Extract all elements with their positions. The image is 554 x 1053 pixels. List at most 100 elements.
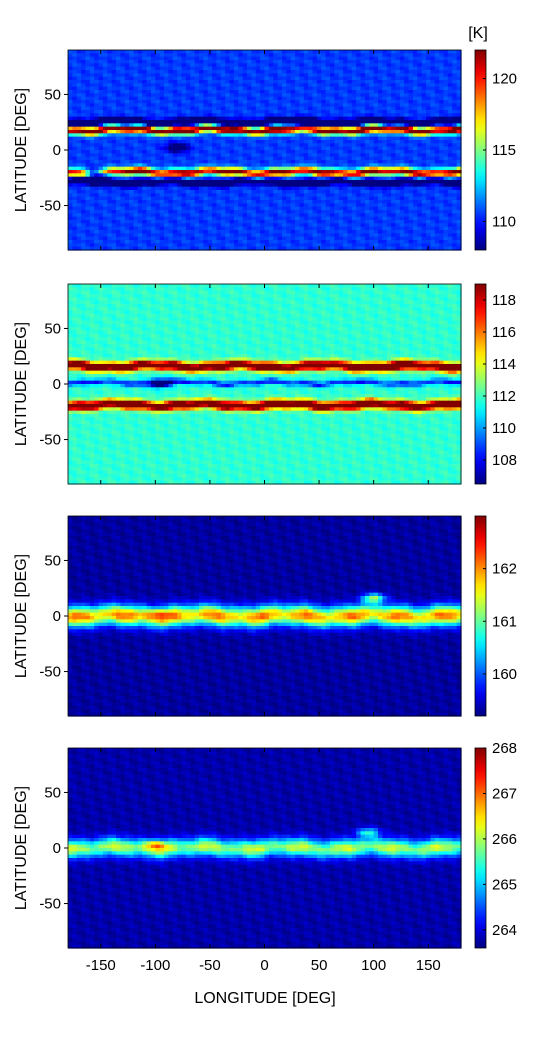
heatmap-cell: [360, 80, 366, 84]
heatmap-cell: [325, 120, 331, 124]
heatmap-cell: [277, 60, 283, 64]
heatmap-cell: [281, 53, 287, 58]
heatmap-cell: [124, 156, 130, 161]
heatmap-cell: [120, 80, 126, 84]
heatmap-cell: [364, 100, 370, 104]
heatmap-cell: [190, 130, 196, 134]
heatmap-cell: [399, 113, 405, 118]
heatmap-cell: [124, 140, 130, 144]
heatmap-cell: [325, 60, 331, 64]
heatmap-cell: [308, 113, 314, 118]
heatmap-cell: [199, 86, 204, 91]
heatmap-cell: [116, 106, 121, 111]
heatmap-cell: [124, 70, 130, 74]
heatmap-cell: [120, 106, 126, 111]
heatmap-cell: [242, 146, 248, 151]
heatmap-cell: [133, 130, 139, 134]
heatmap-cell: [360, 56, 366, 61]
heatmap-cell: [255, 143, 261, 148]
heatmap-cell: [443, 110, 449, 114]
heatmap-cell: [426, 160, 432, 164]
heatmap-cell: [369, 76, 375, 81]
heatmap-cell: [181, 80, 187, 84]
heatmap-cell: [299, 83, 305, 88]
heatmap-cell: [347, 150, 353, 154]
heatmap-cell: [107, 70, 113, 74]
heatmap-cell: [395, 140, 401, 144]
heatmap-cell: [360, 143, 366, 148]
heatmap-cell: [238, 150, 244, 154]
heatmap-cell: [229, 133, 235, 138]
heatmap-cell: [286, 166, 292, 171]
heatmap-cell: [373, 86, 379, 91]
heatmap-cell: [251, 146, 257, 151]
heatmap-cell: [456, 86, 462, 91]
heatmap-cell: [255, 80, 261, 84]
heatmap-cell: [316, 90, 322, 94]
heatmap-cell: [264, 53, 270, 58]
heatmap-cell: [347, 130, 353, 134]
heatmap-cell: [255, 103, 261, 108]
heatmap-cell: [303, 133, 309, 138]
heatmap-cell: [98, 143, 104, 148]
heatmap-cell: [89, 133, 95, 138]
heatmap-cell: [330, 56, 335, 61]
heatmap-cell: [216, 53, 222, 58]
heatmap-cell: [273, 153, 279, 158]
heatmap-cell: [116, 70, 121, 74]
heatmap-cell: [81, 73, 87, 78]
heatmap-cell: [264, 143, 270, 148]
heatmap-cell: [111, 53, 117, 58]
heatmap-cell: [81, 93, 87, 98]
heatmap-cell: [356, 133, 362, 138]
heatmap-cell: [72, 100, 78, 104]
heatmap-cell: [299, 163, 305, 168]
heatmap-cell: [456, 126, 462, 131]
heatmap-cell: [395, 76, 401, 81]
heatmap-cell: [203, 80, 209, 84]
heatmap-cell: [430, 120, 436, 124]
heatmap-cell: [238, 106, 244, 111]
heatmap-cell: [308, 100, 314, 104]
heatmap-cell: [338, 50, 344, 54]
heatmap-cell: [164, 76, 170, 81]
heatmap-cell: [369, 126, 375, 131]
heatmap-cell: [325, 140, 331, 144]
heatmap-cell: [98, 70, 104, 74]
heatmap-cell: [273, 126, 279, 131]
heatmap-cell: [316, 76, 322, 81]
heatmap-cell: [229, 93, 235, 98]
heatmap-cell: [233, 160, 239, 164]
heatmap-cell: [194, 110, 200, 114]
heatmap-cell: [255, 153, 261, 158]
heatmap-cell: [316, 130, 322, 134]
heatmap-cell: [146, 50, 152, 54]
heatmap-cell: [426, 126, 432, 131]
heatmap-cell: [439, 110, 445, 114]
heatmap-cell: [133, 73, 139, 78]
heatmap-cell: [378, 50, 383, 54]
heatmap-cell: [168, 93, 174, 98]
heatmap-cell: [159, 70, 165, 74]
heatmap-cell: [347, 123, 353, 128]
heatmap-cell: [238, 90, 244, 94]
heatmap-cell: [181, 73, 187, 78]
heatmap-cell: [360, 113, 366, 118]
heatmap-cell: [325, 110, 331, 114]
heatmap-cell: [124, 160, 130, 164]
heatmap-cell: [330, 70, 335, 74]
heatmap-cell: [360, 100, 366, 104]
heatmap-cell: [452, 130, 458, 134]
heatmap-cell: [351, 96, 357, 101]
heatmap-cell: [264, 103, 270, 108]
heatmap-cell: [303, 146, 309, 151]
heatmap-cell: [295, 166, 301, 171]
heatmap-cell: [76, 140, 82, 144]
heatmap-cell: [89, 143, 95, 148]
heatmap-cell: [408, 150, 414, 154]
heatmap-cell: [386, 153, 392, 158]
heatmap-cell: [347, 60, 353, 64]
heatmap-cell: [177, 50, 183, 54]
heatmap-cell: [290, 66, 296, 71]
heatmap-cell: [116, 60, 121, 64]
